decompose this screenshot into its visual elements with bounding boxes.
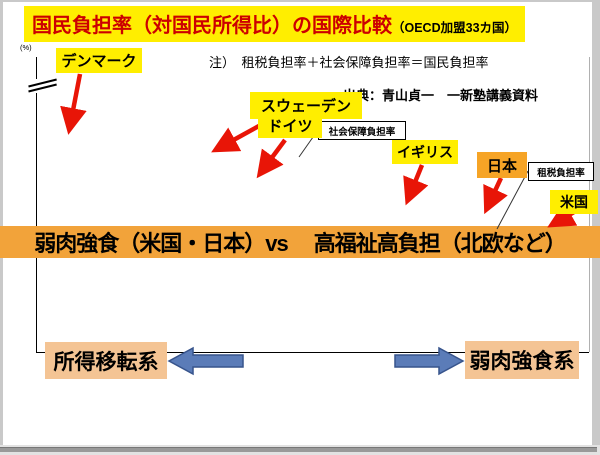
callout-germany: ドイツ: [258, 112, 322, 138]
window-bottom-divider: [0, 447, 597, 452]
axis-break-icon: [28, 78, 57, 93]
overlay-band: 弱肉強食（米国・日本）vs 高福祉高負担（北欧など）: [0, 226, 600, 258]
source-credit: 出典：青山貞一 一新塾講義資料: [343, 88, 539, 103]
flow-label-income-transfer: 所得移転系: [45, 342, 167, 379]
note-formula: 注） 租税負担率＋社会保障負担率＝国民負担率: [209, 55, 489, 70]
callout-denmark: デンマーク: [56, 48, 142, 73]
flow-label-survival-of-fittest: 弱肉強食系: [465, 341, 579, 379]
overlay-band-text: 弱肉強食（米国・日本）vs 高福祉高負担（北欧など）: [34, 231, 567, 256]
y-axis-unit: (%): [20, 43, 32, 52]
callout-uk: イギリス: [392, 140, 458, 164]
legend-tax: 租税負担率: [528, 162, 594, 181]
page-title: 国民負担率（対国民所得比）の国際比較（OECD加盟33カ国）: [24, 6, 526, 42]
y-axis-line: [36, 57, 37, 352]
page-title-main: 国民負担率（対国民所得比）の国際比較: [32, 15, 392, 37]
legend-social-security: 社会保障負担率: [318, 121, 406, 140]
callout-usa: 米国: [550, 190, 598, 214]
page-title-suffix: （OECD加盟33カ国）: [392, 21, 518, 35]
x-axis-line: [36, 352, 589, 353]
callout-japan: 日本: [477, 152, 527, 178]
